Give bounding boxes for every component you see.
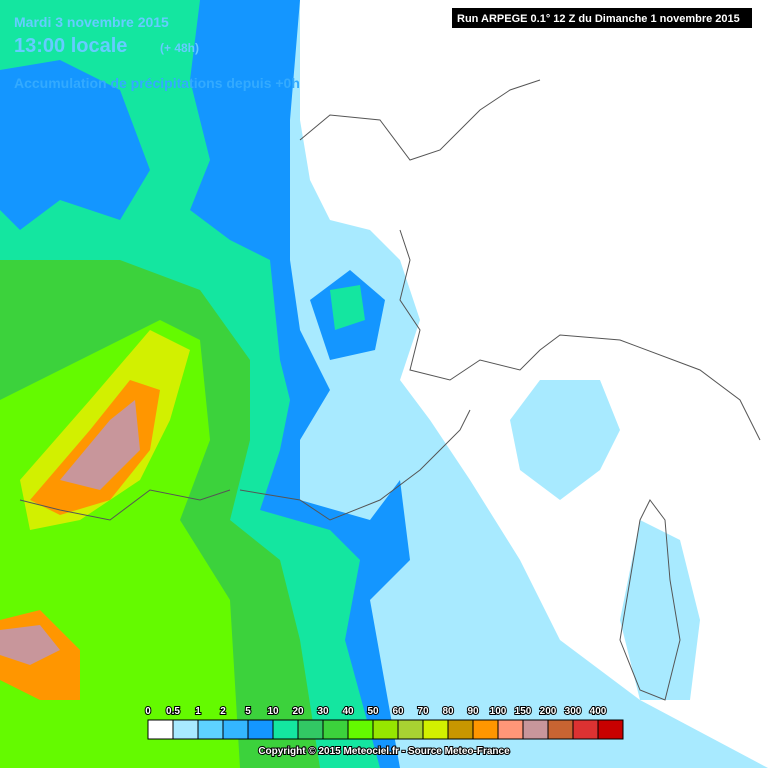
- legend-swatch: [322, 719, 349, 740]
- legend-swatch: [347, 719, 374, 740]
- legend-swatch: [422, 719, 449, 740]
- legend-label: 5: [245, 706, 251, 717]
- subtitle: Accumulation de précipitations depuis +0…: [14, 75, 300, 91]
- legend-label: 1: [195, 706, 201, 717]
- legend-label: 90: [467, 706, 479, 717]
- border-line: [19, 489, 231, 521]
- legend-label: 80: [442, 706, 454, 717]
- legend-label: 100: [490, 706, 507, 717]
- legend-swatch: [172, 719, 199, 740]
- legend-swatch: [272, 719, 299, 740]
- legend-swatch: [572, 719, 599, 740]
- legend-label: 200: [540, 706, 557, 717]
- legend-label: 70: [417, 706, 429, 717]
- legend-swatch: [397, 719, 424, 740]
- legend-label: 2: [220, 706, 226, 717]
- legend-label: 60: [392, 706, 404, 717]
- legend-label: 0: [145, 706, 151, 717]
- legend-label: 300: [565, 706, 582, 717]
- offset: (+ 48h): [160, 41, 199, 55]
- legend: 0 0.5 1 2 5 10 20 30 40 50 60 70 80 90 100 150 200 300 400: [144, 705, 624, 740]
- legend-swatch: [497, 719, 524, 740]
- legend-label: 40: [342, 706, 354, 717]
- coastline: [619, 499, 681, 701]
- legend-label: 50: [367, 706, 379, 717]
- rain-area: [60, 400, 140, 490]
- legend-label: 20: [292, 706, 304, 717]
- border-line: [239, 79, 761, 521]
- run-box: [452, 8, 752, 28]
- run-info: Run ARPEGE 0.1° 12 Z du Dimanche 1 novem…: [457, 13, 740, 25]
- rain-area: [0, 625, 60, 665]
- legend-label: 150: [515, 706, 532, 717]
- rain-area: [0, 60, 150, 230]
- date: Mardi 3 novembre 2015: [14, 14, 169, 30]
- legend-swatch: [472, 719, 499, 740]
- legend-swatch: [372, 719, 399, 740]
- legend-label: 0.5: [166, 706, 180, 717]
- legend-label: 400: [590, 706, 607, 717]
- rain-area: [330, 285, 365, 330]
- legend-swatch: [197, 719, 224, 740]
- legend-swatch: [222, 719, 249, 740]
- legend-swatch: [297, 719, 324, 740]
- time: 13:00 locale: [14, 35, 127, 57]
- rain-area: [620, 520, 700, 700]
- legend-label: 10: [267, 706, 279, 717]
- copyright: Copyright © 2015 Meteociel.fr - Source M…: [258, 746, 510, 757]
- legend-swatch: [447, 719, 474, 740]
- legend-swatch: [147, 719, 174, 740]
- legend-label: 30: [317, 706, 329, 717]
- legend-swatch: [597, 719, 624, 740]
- legend-swatch: [247, 719, 274, 740]
- legend-swatch: [547, 719, 574, 740]
- legend-swatch: [522, 719, 549, 740]
- rain-area: [510, 380, 620, 500]
